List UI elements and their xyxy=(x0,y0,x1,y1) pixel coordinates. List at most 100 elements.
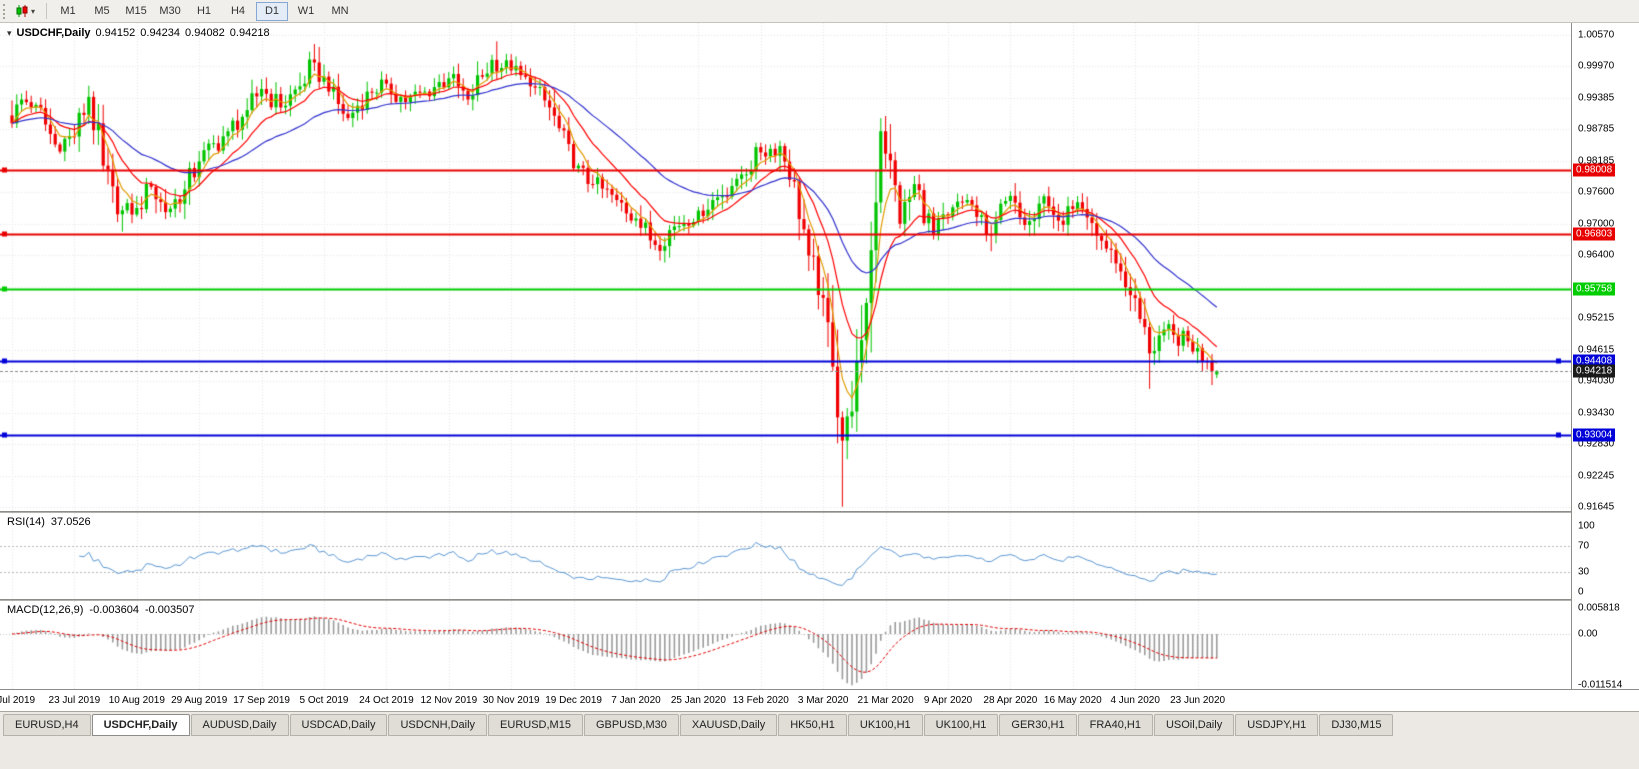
chart-tab[interactable]: GBPUSD,M30 xyxy=(583,714,679,736)
price-axis-label: 0.97000 xyxy=(1578,218,1615,230)
price-level-tag: 0.93004 xyxy=(1573,428,1616,442)
price-axis-label: 0.99385 xyxy=(1578,92,1615,104)
price-axis-label: 0.92830 xyxy=(1578,438,1615,450)
timeframe-buttons: M1 M5 M15 M30 H1 H4 D1 W1 MN xyxy=(51,1,357,21)
window-marker-icon: ▾ xyxy=(7,28,12,38)
chart-tab[interactable]: USDCNH,Daily xyxy=(388,714,488,736)
pane-splitter-macd[interactable] xyxy=(0,599,1639,601)
macd-header: MACD(12,26,9) -0.003604 -0.003507 xyxy=(7,604,201,616)
timeframe-button-m5[interactable]: M5 xyxy=(94,4,110,17)
price-level-tag: 0.94408 xyxy=(1573,354,1616,368)
price-axis-label: 0.94030 xyxy=(1578,375,1615,387)
price-axis-label: 0.95215 xyxy=(1578,312,1615,324)
rsi-axis-label: 100 xyxy=(1578,520,1595,532)
time-axis-label: 17 Sep 2019 xyxy=(233,695,290,706)
chart-tab[interactable]: DJ30,M15 xyxy=(1319,714,1394,736)
chart-ohlc-readout: ▾ USDCHF,Daily 0.94152 0.94234 0.94082 0.9421… xyxy=(7,27,275,39)
price-level-tag: 0.95758 xyxy=(1573,282,1616,296)
time-axis-label: 4 Jun 2020 xyxy=(1110,695,1160,706)
time-axis-label: 9 Apr 2020 xyxy=(923,695,973,706)
price-axis-label: 1.00570 xyxy=(1578,29,1615,41)
time-axis-label: 28 Apr 2020 xyxy=(983,695,1038,706)
time-axis-label: 16 May 2020 xyxy=(1043,695,1102,706)
chart-tab[interactable]: GER30,H1 xyxy=(999,714,1077,736)
chart-tabs-bar: EURUSD,H4 USDCHF,Daily AUDUSD,Daily USDCAD,… xyxy=(0,711,1639,769)
macd-signal-value: -0.003507 xyxy=(144,604,195,616)
price-level-tag: 0.96803 xyxy=(1573,227,1616,241)
chart-tab[interactable]: FRA40,H1 xyxy=(1077,714,1153,736)
time-axis-label: 25 Jan 2020 xyxy=(670,695,726,706)
timeframe-button-mn[interactable]: MN xyxy=(331,4,349,17)
rsi-axis-label: 70 xyxy=(1578,540,1590,552)
macd-axis-label: 0.005818 xyxy=(1578,602,1620,614)
price-axis-label: 0.98185 xyxy=(1578,155,1615,167)
chart-tab[interactable]: XAUUSD,Daily xyxy=(679,714,778,736)
price-axis-label: 0.94615 xyxy=(1578,344,1615,356)
time-axis-label: 5 Oct 2019 xyxy=(299,695,349,706)
price-level-tag: 0.98008 xyxy=(1573,163,1616,177)
time-axis-label: 12 Nov 2019 xyxy=(420,695,478,706)
macd-axis-label: 0.00 xyxy=(1578,628,1598,640)
time-axis-label: 7 Jan 2020 xyxy=(611,695,661,706)
rsi-value: 37.0526 xyxy=(50,516,91,528)
chart-symbol-label: USDCHF,Daily xyxy=(16,27,91,39)
timeframe-button-w1[interactable]: W1 xyxy=(297,4,315,17)
time-axis-label: 21 Mar 2020 xyxy=(857,695,914,706)
macd-name: MACD(12,26,9) xyxy=(7,604,84,616)
rsi-axis-label: 30 xyxy=(1578,566,1590,578)
timeframe-button-h4[interactable]: H4 xyxy=(230,4,246,17)
time-axis-label: 24 Oct 2019 xyxy=(359,695,414,706)
candlestick-chart-icon xyxy=(16,5,28,17)
time-axis[interactable]: 4 Jul 2019 23 Jul 2019 10 Aug 2019 29 Aug 2… xyxy=(0,689,1639,711)
chart-tab[interactable]: UK100,H1 xyxy=(923,714,999,736)
price-chart-canvas[interactable] xyxy=(0,23,1571,511)
toolbar-separator xyxy=(46,3,48,19)
dropdown-arrow-icon: ▾ xyxy=(31,6,36,16)
pane-splitter-rsi[interactable] xyxy=(0,511,1639,513)
time-axis-label: 19 Dec 2019 xyxy=(545,695,602,706)
open-value: 0.94152 xyxy=(95,27,136,39)
time-axis-label: 13 Feb 2020 xyxy=(732,695,789,706)
chart-tab[interactable]: HK50,H1 xyxy=(778,714,847,736)
chart-tab[interactable]: UK100,H1 xyxy=(847,714,923,736)
timeframe-button-d1[interactable]: D1 xyxy=(256,1,289,21)
rsi-axis-label: 0 xyxy=(1578,586,1584,598)
price-axis[interactable]: 1.00570 0.99970 0.99385 0.98785 0.98185 0.976… xyxy=(1571,23,1639,691)
rsi-name: RSI(14) xyxy=(7,516,45,528)
chart-type-dropdown[interactable]: ▾ xyxy=(12,3,38,19)
time-axis-label: 29 Aug 2019 xyxy=(171,695,228,706)
chart-tab[interactable]: USDJPY,H1 xyxy=(1235,714,1319,736)
high-value: 0.94234 xyxy=(140,27,181,39)
price-axis-label: 0.91645 xyxy=(1578,501,1615,513)
price-axis-label: 0.92245 xyxy=(1578,470,1615,482)
timeframe-button-m30[interactable]: M30 xyxy=(159,4,181,17)
close-value: 0.94218 xyxy=(229,27,270,39)
timeframe-button-m15[interactable]: M15 xyxy=(125,4,147,17)
price-axis-label: 0.93430 xyxy=(1578,407,1615,419)
chart-tab[interactable]: USOil,Daily xyxy=(1153,714,1235,736)
time-axis-label: 4 Jul 2019 xyxy=(0,695,36,706)
chart-tab[interactable]: USDCHF,Daily xyxy=(91,714,190,736)
time-axis-label: 10 Aug 2019 xyxy=(108,695,165,706)
macd-main-value: -0.003604 xyxy=(89,604,139,616)
chart-tab[interactable]: USDCAD,Daily xyxy=(289,714,388,736)
rsi-indicator-canvas[interactable] xyxy=(0,513,1571,599)
current-price-tag: 0.94218 xyxy=(1573,364,1616,378)
timeframe-button-h1[interactable]: H1 xyxy=(196,4,212,17)
chart-tab[interactable]: AUDUSD,Daily xyxy=(190,714,289,736)
rsi-header: RSI(14) 37.0526 xyxy=(7,516,97,528)
chart-tab[interactable]: EURUSD,H4 xyxy=(3,714,91,736)
low-value: 0.94082 xyxy=(185,27,225,39)
price-axis-label: 0.97600 xyxy=(1578,186,1615,198)
time-axis-label: 30 Nov 2019 xyxy=(482,695,540,706)
timeframe-toolbar: ▾ M1 M5 M15 M30 H1 H4 D1 W1 MN xyxy=(0,0,1639,23)
macd-indicator-canvas[interactable] xyxy=(0,601,1571,689)
chart-tab[interactable]: EURUSD,M15 xyxy=(488,714,583,736)
toolbar-grip-handle[interactable] xyxy=(3,3,8,19)
time-axis-label: 23 Jun 2020 xyxy=(1170,695,1226,706)
timeframe-button-m1[interactable]: M1 xyxy=(60,4,76,17)
price-axis-label: 0.98785 xyxy=(1578,123,1615,135)
time-axis-label: 23 Jul 2019 xyxy=(48,695,101,706)
price-axis-label: 0.99970 xyxy=(1578,60,1615,72)
